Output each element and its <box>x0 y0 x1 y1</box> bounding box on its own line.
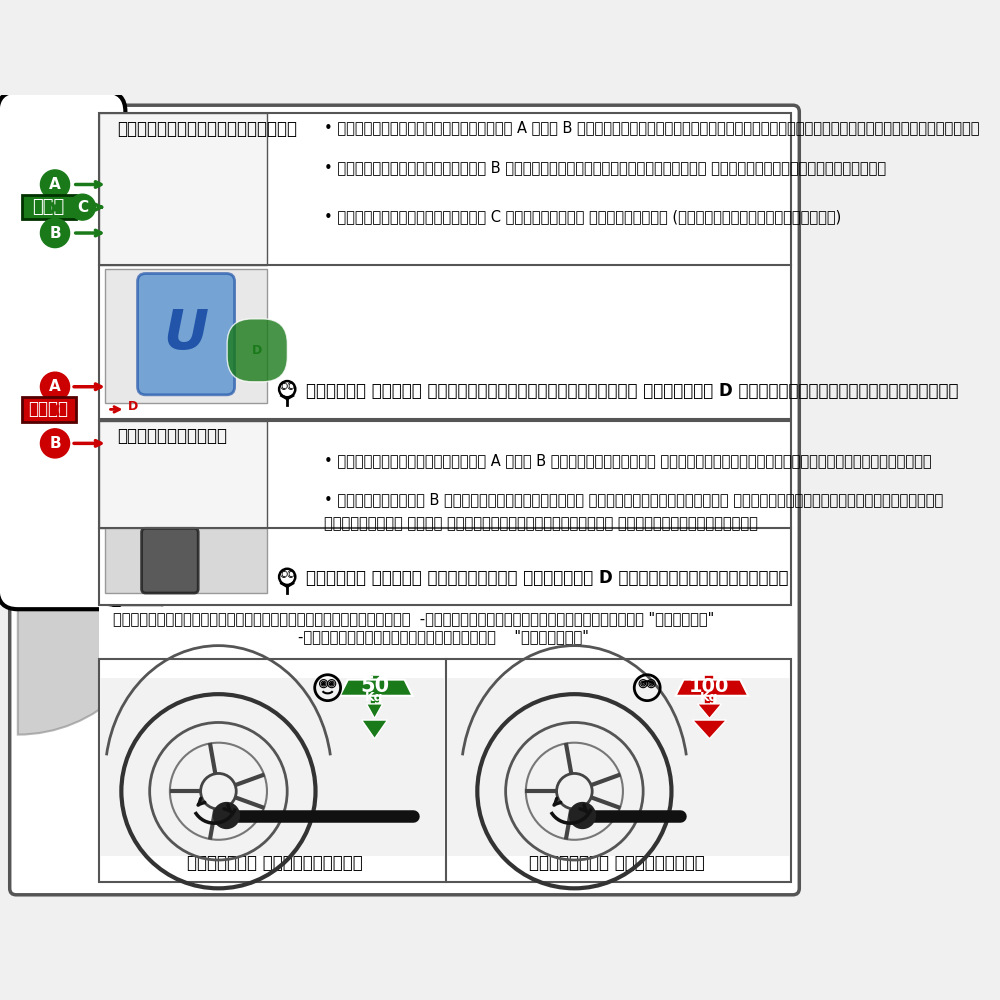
Polygon shape <box>676 680 748 696</box>
Text: • สลักโตงเตง B กดทับหูแหนบของรถ ทำให้ประสิทธิภาพ การยึดหยุ่นตัวของชุดแหนบ: • สลักโตงเตง B กดทับหูแหนบของรถ ทำให้ประ… <box>324 492 943 507</box>
Text: B: B <box>49 436 61 451</box>
Polygon shape <box>362 720 388 739</box>
Polygon shape <box>693 720 726 739</box>
Text: D: D <box>252 344 262 357</box>
Circle shape <box>214 803 239 828</box>
FancyBboxPatch shape <box>22 195 76 219</box>
Text: Kg: Kg <box>700 691 719 704</box>
Text: สั้น: สั้น <box>29 400 69 418</box>
Text: • สลักโตงเตงหมายเลข A และ B ของเดิมติดรถ มีระยะสั้นให้การยึดหยุ่นได้น้อย: • สลักโตงเตงหมายเลข A และ B ของเดิมติดรถ… <box>324 453 931 468</box>
Text: ด้ามสั้น ใช้แรงมาก: ด้ามสั้น ใช้แรงมาก <box>529 854 705 872</box>
Text: • สลักแกนโตงเตงหมายเลข A และ B มีระยะทียาวกว่าของติดรถให้การยึดหยุ่นได้ดีกว่า: • สลักแกนโตงเตงหมายเลข A และ B มีระยะทีย… <box>324 120 979 135</box>
Text: ยาว: ยาว <box>32 198 65 216</box>
Circle shape <box>40 218 70 248</box>
Text: • สลักแกนโตงเตงแหนบ B ยังทำหน้าที่สำคัญรองรับ แรงกดทับของน้ำหนักรถ: • สลักแกนโตงเตงแหนบ B ยังทำหน้าที่สำคัญร… <box>324 160 886 175</box>
Text: 50: 50 <box>360 676 389 696</box>
Bar <box>99 421 791 605</box>
Circle shape <box>40 372 70 401</box>
Bar <box>447 678 790 856</box>
Circle shape <box>70 194 95 220</box>
Bar <box>99 607 791 658</box>
Text: ด้ามยาว ใช้แรงน้อย: ด้ามยาว ใช้แรงน้อย <box>187 854 363 872</box>
Bar <box>99 113 267 265</box>
Text: B: B <box>49 226 61 241</box>
Circle shape <box>40 170 70 199</box>
Text: ©: © <box>286 383 295 393</box>
Text: ©: © <box>286 570 295 580</box>
Text: การยึด หยุ่น ของโตงเตงแหนบอัจฉริยะ หมายเลข D เป็นอิสระมีประสิทธิภาพ: การยึด หยุ่น ของโตงเตงแหนบอัจฉริยะ หมายเ… <box>306 382 958 400</box>
Text: และโตงเตง ลดลง ทำให้เกิดแรงสะเทิอน แรงกระแทกมากขึ้น: และโตงเตง ลดลง ทำให้เกิดแรงสะเทิอน แรงกร… <box>324 516 757 531</box>
FancyBboxPatch shape <box>142 528 198 593</box>
Text: • สลักแกนโตงเตงแหนบ C ทำหน้าที่ หัวหูแหนบ (มีน้ำหนักกดทับน้อย): • สลักแกนโตงเตงแหนบ C ทำหน้าที่ หัวหูแหน… <box>324 209 841 224</box>
Circle shape <box>570 803 595 828</box>
Text: ©: © <box>279 383 289 393</box>
Text: A: A <box>49 379 61 394</box>
Bar <box>99 113 791 419</box>
Text: โตงเตงติดรถ: โตงเตงติดรถ <box>117 427 227 445</box>
Polygon shape <box>366 704 383 718</box>
Text: U: U <box>164 307 209 361</box>
FancyBboxPatch shape <box>22 397 76 422</box>
Circle shape <box>40 429 70 458</box>
Text: โตงเตงแหนบอัจฉริยะ: โตงเตงแหนบอัจฉริยะ <box>117 120 297 138</box>
FancyBboxPatch shape <box>10 105 799 895</box>
Polygon shape <box>340 680 413 696</box>
Text: A: A <box>49 177 61 192</box>
Wedge shape <box>18 589 163 735</box>
FancyBboxPatch shape <box>138 273 235 395</box>
Bar <box>105 269 267 403</box>
Text: การเปรียบเทียบกับด้ามขันหัวน็อตล้อ  -ระยะของสลักโตงเตงอัจฉริยะ "แบบยาว": การเปรียบเทียบกับด้ามขันหัวน็อตล้อ -ระยะ… <box>113 612 715 627</box>
Text: การยึด หยุ่น ของโตงเตง หมายเลข D มีประสิทธิภาพน้อย: การยึด หยุ่น ของโตงเตง หมายเลข D มีประสิ… <box>306 569 788 587</box>
Polygon shape <box>697 704 722 718</box>
Text: Kg: Kg <box>365 691 384 704</box>
Text: D: D <box>128 400 138 413</box>
Text: C: C <box>77 200 88 215</box>
Bar <box>105 528 267 593</box>
Text: -ระยะของสลักโตงเตงติดรถ    "แบบสั้น": -ระยะของสลักโตงเตงติดรถ "แบบสั้น" <box>113 629 589 644</box>
Bar <box>99 659 791 882</box>
FancyBboxPatch shape <box>0 91 125 609</box>
Text: 100: 100 <box>689 677 730 696</box>
Bar <box>99 421 267 528</box>
Bar <box>100 678 444 856</box>
Text: ©: © <box>279 570 289 580</box>
